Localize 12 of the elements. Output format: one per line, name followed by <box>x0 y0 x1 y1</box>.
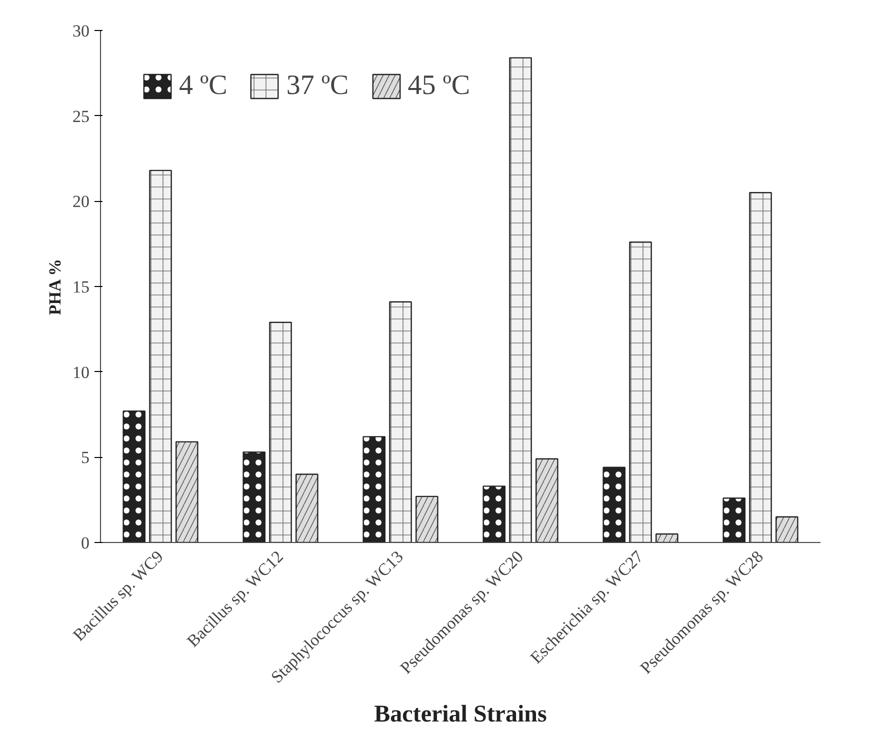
y-tick-label: 20 <box>72 192 90 212</box>
legend-label: 37 ºC <box>286 70 349 102</box>
y-axis-title: PHA % <box>46 258 64 316</box>
y-tick-label: 15 <box>72 278 90 296</box>
y-tick-label: 5 <box>81 448 90 468</box>
y-tick-label: 0 <box>81 534 90 552</box>
legend-label: 4 ºC <box>179 70 228 102</box>
y-tick-label: 25 <box>72 106 90 126</box>
legend-label: 45 ºC <box>408 70 470 102</box>
y-tick-label: 10 <box>72 362 90 382</box>
y-tick-label: 30 <box>72 22 90 40</box>
x-axis-title: Bacterial Strains <box>374 701 547 728</box>
